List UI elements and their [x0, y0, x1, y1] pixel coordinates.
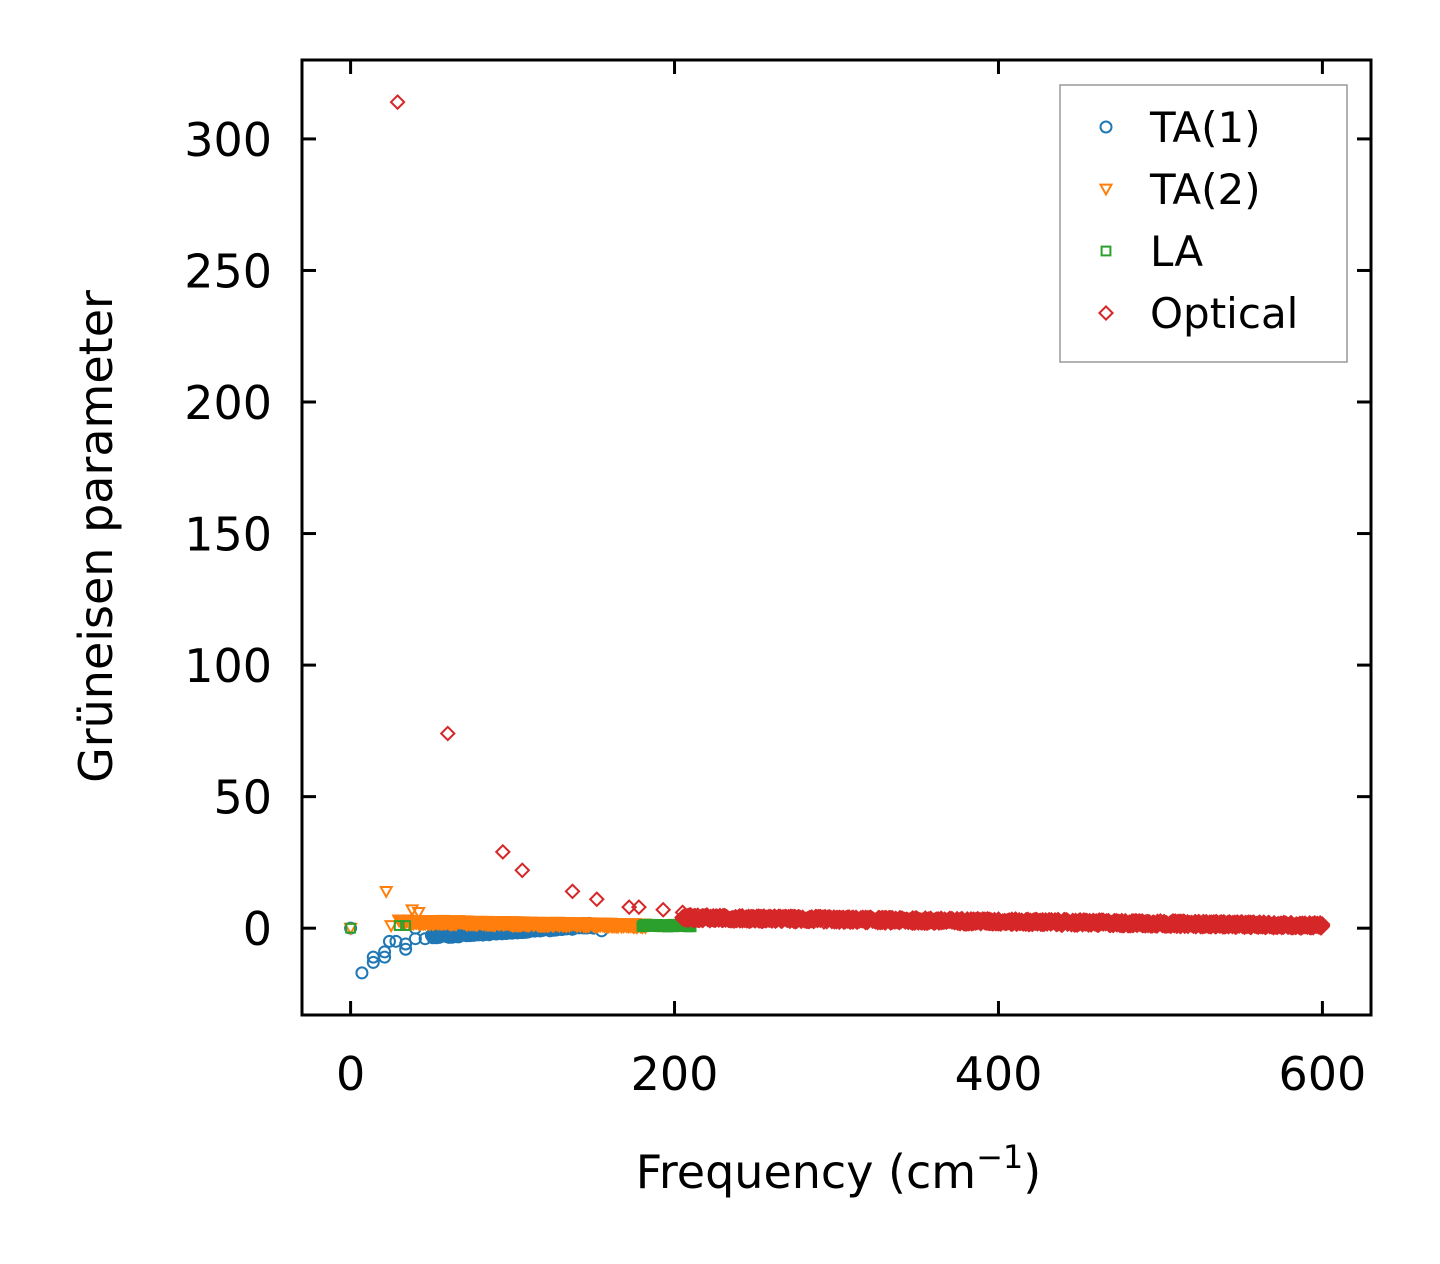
data-point [630, 899, 647, 916]
data-point [389, 94, 406, 111]
data-point [698, 907, 715, 924]
data-point [586, 920, 601, 934]
plot-frame [300, 58, 1373, 1017]
data-point [877, 914, 894, 931]
data-point [521, 920, 536, 934]
x-tick-label: 0 [336, 1047, 365, 1101]
y-axis-title: Grüneisen parameter [69, 290, 123, 783]
data-point [411, 906, 426, 920]
legend-label: TA(1) [1149, 103, 1261, 152]
x-tick-label: 400 [955, 1047, 1043, 1101]
y-tick-label: 300 [184, 113, 272, 167]
data-point [393, 920, 405, 931]
y-tick-label: 150 [184, 508, 272, 562]
axis-ticks: 0 200 400 600 0 50 100 150 200 250 300 [184, 60, 1371, 1101]
data-point [812, 912, 829, 929]
data-point [925, 914, 942, 931]
data-point [763, 912, 780, 929]
legend-marker [1099, 120, 1113, 134]
y-tick-label: 0 [243, 902, 272, 956]
data-point [731, 909, 748, 926]
data-point [1282, 917, 1299, 934]
data-point [443, 917, 459, 931]
data-point [428, 929, 442, 943]
legend-label: TA(2) [1149, 165, 1261, 214]
data-point [844, 912, 861, 929]
data-point [379, 885, 394, 899]
data-point [456, 917, 472, 931]
x-axis-title: Frequency (cm−1) [636, 1138, 1041, 1199]
data-point [1249, 917, 1266, 934]
legend: TA(1) TA(2) LA Optical [1059, 84, 1348, 363]
data-point [621, 920, 637, 934]
series-ta-2- [343, 885, 653, 936]
data-point [1314, 917, 1331, 934]
data-point [399, 937, 413, 951]
y-tick-label: 250 [184, 244, 272, 298]
data-point [1039, 914, 1056, 931]
x-axis-title-main: Frequency (cm [636, 1145, 976, 1199]
data-point [514, 862, 531, 879]
x-tick-label: 200 [631, 1047, 719, 1101]
data-point [588, 891, 605, 908]
data-point [1184, 917, 1201, 934]
data-point [661, 920, 672, 931]
data-point [378, 950, 392, 964]
data-point [378, 945, 392, 959]
data-point [570, 920, 585, 934]
data-point [439, 725, 456, 742]
x-axis-title-close: ) [1023, 1145, 1041, 1199]
data-point [1071, 914, 1088, 931]
data-point [602, 920, 617, 934]
y-tick-label: 100 [184, 639, 272, 693]
data-point [564, 883, 581, 900]
legend-label: LA [1150, 227, 1203, 276]
data-point [621, 899, 638, 916]
legend-marker [1097, 304, 1115, 322]
data-point [644, 920, 656, 931]
data-point [489, 917, 504, 931]
x-axis-title-superscript: −1 [976, 1138, 1023, 1176]
data-point [682, 907, 699, 924]
data-point [494, 843, 511, 860]
legend-label: Optical [1150, 289, 1298, 338]
data-point [345, 922, 356, 934]
data-point [400, 920, 412, 931]
y-tick-label: 200 [184, 376, 272, 430]
data-point [655, 901, 672, 918]
data-point [366, 955, 380, 969]
data-point [674, 904, 691, 921]
legend-marker [1100, 245, 1112, 257]
data-point [355, 966, 369, 980]
data-point [382, 934, 396, 948]
series-optical [389, 94, 1331, 936]
data-point [1120, 917, 1137, 934]
data-point [505, 920, 520, 934]
x-tick-label: 600 [1279, 1047, 1367, 1101]
data-point [399, 942, 413, 956]
legend-marker [1098, 183, 1114, 197]
data-point [990, 914, 1007, 931]
data-point [545, 920, 561, 934]
data-point [472, 917, 488, 931]
data-points [343, 94, 1331, 980]
y-tick-label: 50 [213, 771, 272, 825]
